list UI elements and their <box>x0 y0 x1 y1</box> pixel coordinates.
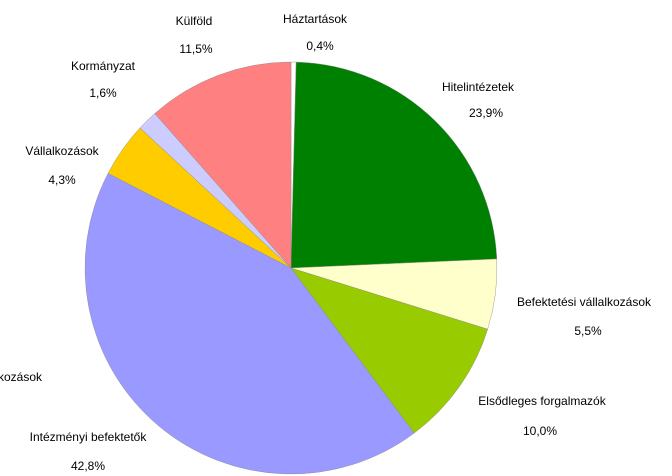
pie-slice <box>290 267 488 434</box>
slice-value-label: 23,9% <box>469 106 503 120</box>
slice-label: Befektetési vállalkozások <box>517 295 652 309</box>
slice-label: Hitelintézetek <box>442 80 515 94</box>
annotation: kozások <box>0 370 43 384</box>
slice-value-label: 11,5% <box>179 42 212 56</box>
slice-value-label: 4,3% <box>48 173 76 187</box>
slice-label: Külföld <box>176 14 213 28</box>
slice-value-label: 5,5% <box>574 324 602 338</box>
slice-value-label: 1,6% <box>89 86 117 100</box>
slice-value-label: 42,8% <box>71 459 105 473</box>
slice-label: Háztartások <box>283 12 348 26</box>
pie-slice <box>154 61 292 269</box>
slice-label: Elsődleges forgalmazók <box>478 394 606 408</box>
slice-value-label: 0,4% <box>306 39 334 53</box>
slice-label: Intézményi befektetők <box>30 430 148 444</box>
slice-value-label: 10,0% <box>523 424 557 438</box>
pie-slice <box>290 61 498 269</box>
slice-label: Kormányzat <box>71 59 136 73</box>
pie-slice <box>84 173 415 475</box>
slice-label: Vállalkozások <box>25 144 99 158</box>
